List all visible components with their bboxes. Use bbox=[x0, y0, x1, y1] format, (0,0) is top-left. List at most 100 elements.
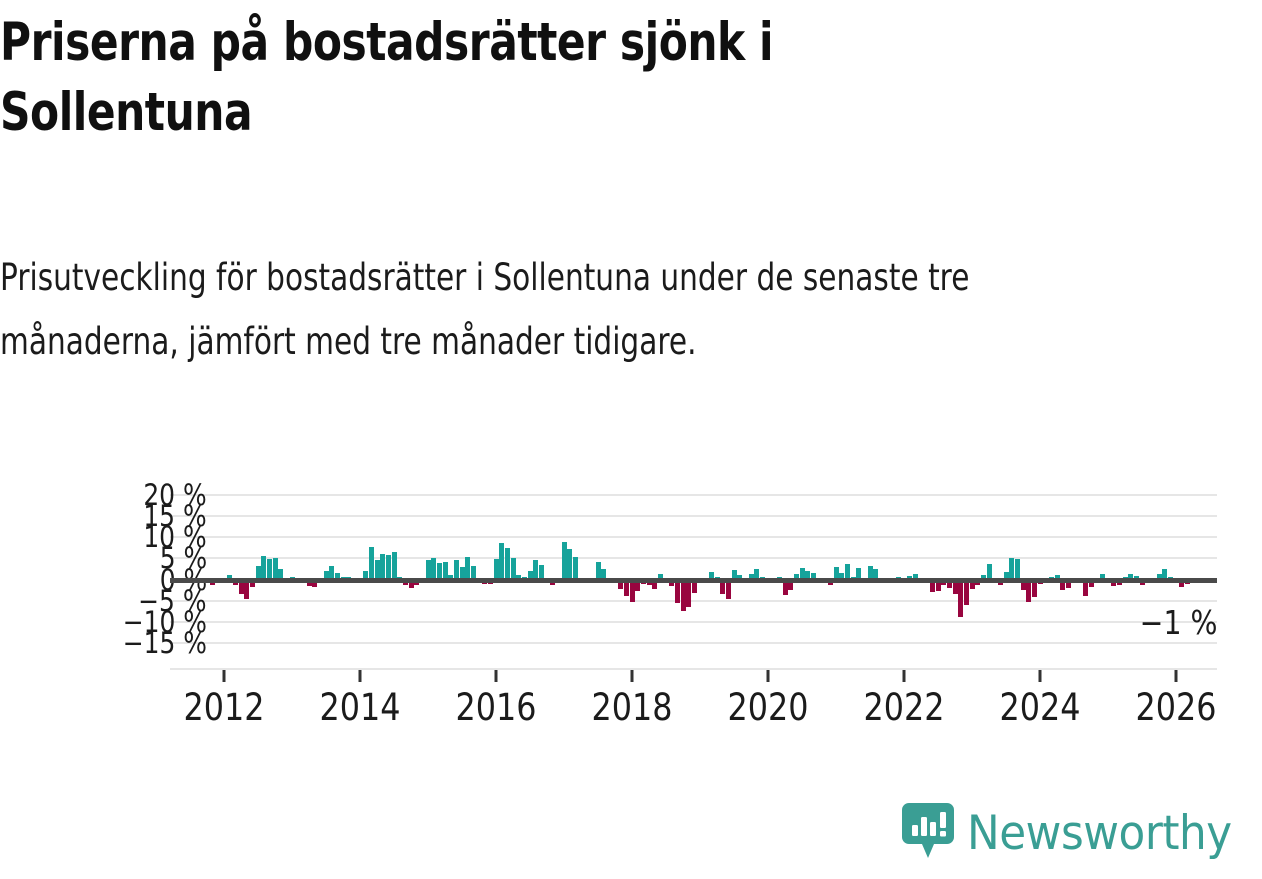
chart-bar bbox=[561, 541, 567, 580]
chart-bar bbox=[1179, 579, 1185, 588]
x-axis-tick-mark bbox=[358, 670, 362, 682]
chart-bar bbox=[255, 566, 261, 580]
newsworthy-logo: Newsworthy bbox=[902, 803, 1252, 863]
chart-bar bbox=[675, 579, 681, 604]
chart-bar bbox=[1054, 575, 1060, 580]
chart-bar bbox=[539, 564, 545, 580]
chart-bar bbox=[958, 579, 964, 617]
x-axis-tick-mark bbox=[630, 670, 634, 682]
chart-bar bbox=[969, 579, 975, 589]
gridline bbox=[170, 599, 1217, 602]
chart-bar bbox=[272, 558, 278, 580]
chart-bar bbox=[833, 566, 839, 580]
chart-bar bbox=[1020, 579, 1026, 590]
price-development-bar-chart: −1 % 20 % 15 % 10 % 5 % 0 % −5 % −10 % −15 % 201… bbox=[0, 470, 1262, 729]
chart-bar bbox=[459, 566, 465, 580]
gridline bbox=[170, 515, 1217, 518]
chart-bar bbox=[335, 573, 341, 580]
chart-bar bbox=[794, 574, 800, 580]
chart-bar bbox=[374, 560, 380, 580]
chart-bar bbox=[709, 571, 715, 580]
y-axis-tick-label: −5 % bbox=[138, 583, 207, 618]
chart-bar bbox=[431, 557, 437, 580]
chart-bar bbox=[839, 573, 845, 580]
chart-bar bbox=[238, 579, 244, 595]
chart-bar bbox=[930, 579, 936, 593]
chart-bar bbox=[1156, 574, 1162, 580]
chart-bar bbox=[323, 571, 329, 580]
chart-bar bbox=[1009, 557, 1015, 580]
chart-bar bbox=[601, 569, 607, 580]
chart-bar bbox=[1083, 579, 1089, 596]
chart-bar bbox=[652, 579, 658, 589]
chart-bar bbox=[867, 566, 873, 580]
chart-bar bbox=[782, 579, 788, 595]
y-axis-tick-label: 15 % bbox=[143, 499, 207, 534]
chart-bar bbox=[408, 579, 414, 589]
chart-bar bbox=[442, 561, 448, 580]
chart-bar bbox=[386, 554, 392, 580]
newsworthy-wordmark: Newsworthy bbox=[967, 805, 1233, 861]
x-axis-tick-label: 2024 bbox=[999, 686, 1081, 729]
chart-bar bbox=[1060, 579, 1066, 590]
chart-bar bbox=[425, 560, 431, 580]
gridline bbox=[170, 557, 1217, 560]
zero-line bbox=[170, 577, 1217, 583]
chart-bar bbox=[391, 552, 397, 580]
chart-bar bbox=[788, 579, 794, 590]
chart-bar bbox=[306, 579, 312, 587]
chart-bar bbox=[913, 574, 919, 580]
chart-bar bbox=[1100, 574, 1106, 580]
x-axis-tick-label: 2014 bbox=[319, 686, 401, 729]
x-axis-tick-label: 2016 bbox=[455, 686, 537, 729]
chart-bar bbox=[527, 571, 533, 580]
x-axis-tick-label: 2026 bbox=[1135, 686, 1217, 729]
chart-bar bbox=[845, 564, 851, 580]
chart-bar bbox=[1066, 579, 1072, 589]
x-axis-tick-label: 2020 bbox=[727, 686, 809, 729]
chart-bar bbox=[720, 579, 726, 594]
x-axis-tick-mark bbox=[902, 670, 906, 682]
chart-bar bbox=[1111, 579, 1117, 587]
chart-bar bbox=[278, 568, 284, 580]
chart-bar bbox=[692, 579, 698, 594]
chart-bar bbox=[1162, 569, 1168, 580]
gridline bbox=[170, 536, 1217, 539]
page-subtitle: Prisutveckling för bostadsrätter i Solle… bbox=[0, 256, 979, 363]
x-axis-tick-mark bbox=[766, 670, 770, 682]
y-axis-tick-label: −15 % bbox=[122, 626, 207, 660]
chart-bar bbox=[244, 579, 250, 599]
chart-bar bbox=[624, 579, 630, 597]
chart-bar bbox=[635, 579, 641, 591]
chart-bar bbox=[380, 554, 386, 580]
x-axis-tick-label: 2022 bbox=[863, 686, 945, 729]
chart-bar bbox=[731, 570, 737, 580]
chart-bar bbox=[947, 579, 953, 589]
gridline bbox=[170, 494, 1217, 496]
chart-bar bbox=[471, 566, 477, 580]
x-axis-line bbox=[170, 668, 1217, 670]
chart-bar bbox=[1003, 571, 1009, 580]
chart-bar bbox=[754, 569, 760, 580]
chart-bar bbox=[686, 579, 692, 607]
y-axis-tick-label: −10 % bbox=[122, 604, 207, 639]
chart-bar bbox=[629, 579, 635, 602]
chart-bar bbox=[573, 556, 579, 580]
chart-bar bbox=[369, 546, 375, 580]
chart-bar bbox=[964, 579, 970, 605]
chart-bar bbox=[1128, 573, 1134, 580]
y-axis-tick-label: 10 % bbox=[143, 520, 207, 555]
chart-bar bbox=[1015, 559, 1021, 580]
chart-bar bbox=[618, 579, 624, 589]
gridline bbox=[170, 642, 1217, 644]
chart-bar bbox=[567, 549, 573, 580]
chart-bar bbox=[437, 563, 443, 580]
chart-bar bbox=[799, 567, 805, 580]
chart-bar bbox=[448, 575, 454, 580]
chart-bar bbox=[981, 575, 987, 580]
chart-bar bbox=[680, 579, 686, 612]
chart-bar bbox=[1032, 579, 1038, 598]
gridline bbox=[170, 620, 1217, 623]
chart-bar bbox=[726, 579, 732, 599]
y-axis-tick-label: 5 % bbox=[159, 541, 207, 576]
